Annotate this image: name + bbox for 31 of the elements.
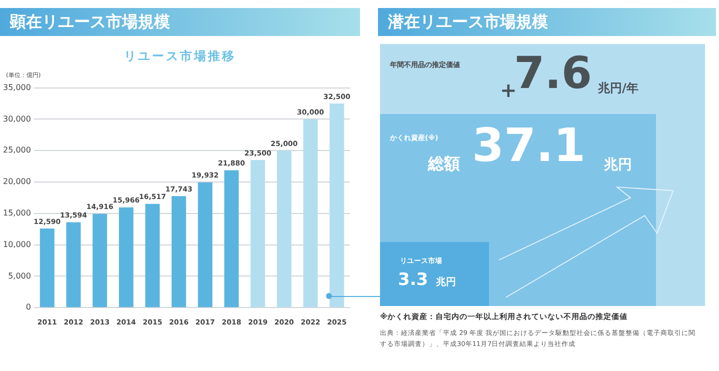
text: 7.6 [514, 48, 592, 99]
text: 兆円 [604, 156, 632, 174]
text: 総額 [428, 154, 460, 175]
bar [276, 150, 292, 308]
bar [303, 119, 318, 308]
y-tick-label: 0 [26, 302, 31, 312]
bar [40, 228, 54, 308]
text: 37.1 [472, 118, 586, 172]
bar [172, 196, 186, 308]
y-tick-label: 15,000 [2, 208, 31, 218]
text: 兆円 [436, 276, 456, 289]
bar [92, 214, 108, 308]
y-tick-label: 25,000 [2, 146, 31, 155]
bar [198, 182, 212, 308]
y-tick-label: 10,000 [2, 240, 31, 249]
y-tick-label: 20,000 [2, 177, 31, 186]
bar [250, 160, 266, 308]
y-tick-label: 30,000 [2, 114, 31, 124]
text: + [500, 78, 517, 102]
text: 兆円/年 [598, 80, 638, 97]
y-tick-label: 5,000 [8, 271, 31, 280]
bar [118, 207, 134, 308]
text: 潜在リユース市場規模 [378, 8, 716, 36]
bar [330, 104, 344, 308]
bar [224, 170, 239, 308]
bar [145, 204, 160, 308]
bar [66, 222, 81, 308]
chart-title: 顕在リユース市場規模 [0, 8, 360, 36]
text: 3.3 [398, 270, 428, 290]
chart-subtitle: リユース市場推移 [123, 48, 237, 65]
y-tick-label: 35,000 [2, 82, 31, 92]
